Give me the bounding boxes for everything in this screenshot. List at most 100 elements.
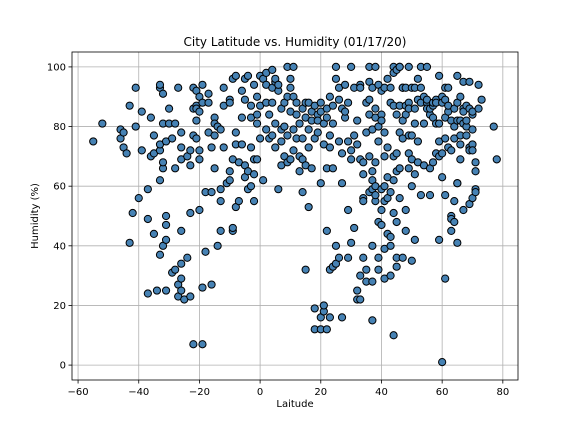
scatter-point bbox=[201, 247, 210, 256]
scatter-point bbox=[410, 104, 419, 113]
scatter-point bbox=[359, 170, 368, 179]
scatter-point bbox=[271, 143, 280, 152]
scatter-point bbox=[401, 205, 410, 215]
scatter-point bbox=[392, 262, 401, 271]
scatter-point bbox=[325, 92, 334, 101]
scatter-point bbox=[161, 220, 171, 230]
scatter-point bbox=[198, 283, 207, 292]
scatter-point bbox=[259, 176, 268, 185]
scatter-point bbox=[213, 241, 222, 250]
scatter-point bbox=[453, 71, 462, 80]
scatter-point bbox=[307, 164, 316, 173]
scatter-point bbox=[198, 340, 207, 349]
scatter-point bbox=[347, 238, 356, 247]
x-tick-label: −60 bbox=[68, 387, 89, 398]
scatter-point bbox=[468, 125, 477, 134]
scatter-point bbox=[331, 241, 341, 250]
scatter-point bbox=[89, 137, 98, 146]
scatter-point bbox=[371, 62, 380, 72]
scatter-point bbox=[359, 196, 368, 206]
scatter-point bbox=[210, 164, 219, 173]
scatter-point bbox=[359, 158, 368, 167]
scatter-point bbox=[246, 182, 256, 191]
scatter-point bbox=[386, 188, 395, 197]
scatter-point bbox=[137, 107, 146, 116]
scatter-point bbox=[365, 152, 374, 161]
scatter-point bbox=[468, 146, 477, 155]
scatter-point bbox=[368, 241, 377, 250]
scatter-point bbox=[122, 149, 131, 158]
scatter-point bbox=[489, 122, 498, 131]
scatter-point bbox=[389, 176, 398, 185]
scatter-point bbox=[216, 196, 225, 206]
scatter-point bbox=[225, 98, 234, 107]
scatter-point bbox=[347, 146, 356, 155]
scatter-point bbox=[301, 265, 310, 274]
x-tick-label: −40 bbox=[128, 387, 149, 398]
x-tick-label: −20 bbox=[189, 387, 210, 398]
scatter-point bbox=[441, 134, 450, 143]
scatter-point bbox=[337, 179, 347, 188]
scatter-point bbox=[377, 220, 386, 230]
scatter-point bbox=[228, 223, 237, 233]
scatter-point bbox=[428, 158, 438, 167]
scatter-point bbox=[316, 179, 325, 188]
scatter-point bbox=[246, 143, 256, 152]
scatter-point bbox=[225, 167, 234, 176]
scatter-point bbox=[149, 229, 159, 238]
scatter-point bbox=[374, 265, 383, 274]
scatter-point bbox=[231, 71, 240, 80]
scatter-point bbox=[155, 176, 165, 185]
scatter-point bbox=[192, 134, 201, 143]
scatter-point bbox=[356, 295, 365, 304]
scatter-point bbox=[401, 226, 410, 236]
scatter-point bbox=[380, 182, 389, 191]
scatter-point bbox=[286, 83, 295, 92]
scatter-point bbox=[368, 277, 377, 286]
scatter-point bbox=[149, 131, 159, 140]
chart-title: City Latitude vs. Humidity (01/17/20) bbox=[183, 35, 406, 49]
data-points bbox=[89, 62, 501, 367]
scatter-point bbox=[331, 74, 341, 83]
x-tick-label: 40 bbox=[375, 387, 388, 398]
scatter-point bbox=[450, 196, 459, 206]
scatter-point bbox=[168, 134, 177, 143]
scatter-point bbox=[119, 128, 128, 137]
scatter-point bbox=[441, 274, 450, 283]
scatter-point bbox=[422, 62, 432, 72]
scatter-point bbox=[171, 265, 180, 274]
scatter-point bbox=[492, 155, 501, 164]
scatter-point bbox=[453, 179, 462, 188]
scatter-point bbox=[404, 62, 413, 72]
scatter-point bbox=[256, 134, 265, 143]
scatter-point bbox=[177, 143, 186, 152]
scatter-point bbox=[425, 191, 435, 200]
scatter-point bbox=[219, 143, 228, 152]
scatter-point bbox=[283, 131, 292, 140]
scatter-point bbox=[325, 131, 334, 140]
x-axis-label: Laitude bbox=[276, 399, 313, 410]
scatter-point bbox=[380, 152, 389, 161]
scatter-point bbox=[410, 119, 419, 128]
scatter-point bbox=[377, 116, 386, 125]
scatter-point bbox=[207, 280, 216, 289]
y-axis-label: Humidity (%) bbox=[30, 183, 41, 249]
x-tick-label: 20 bbox=[314, 387, 327, 398]
scatter-point bbox=[462, 131, 471, 140]
y-tick-label: 40 bbox=[53, 241, 66, 252]
scatter-point bbox=[343, 98, 353, 107]
scatter-point bbox=[298, 188, 307, 197]
scatter-point bbox=[155, 250, 165, 259]
y-tick-label: 60 bbox=[53, 182, 66, 193]
scatter-point bbox=[234, 196, 243, 206]
scatter-point bbox=[192, 116, 201, 125]
scatter-point bbox=[386, 271, 395, 280]
scatter-point bbox=[277, 137, 286, 146]
scatter-point bbox=[246, 101, 256, 110]
scatter-point bbox=[225, 176, 234, 185]
scatter-point bbox=[374, 253, 383, 262]
scatter-point bbox=[334, 137, 344, 146]
scatter-point bbox=[435, 71, 444, 80]
scatter-point bbox=[274, 80, 283, 89]
